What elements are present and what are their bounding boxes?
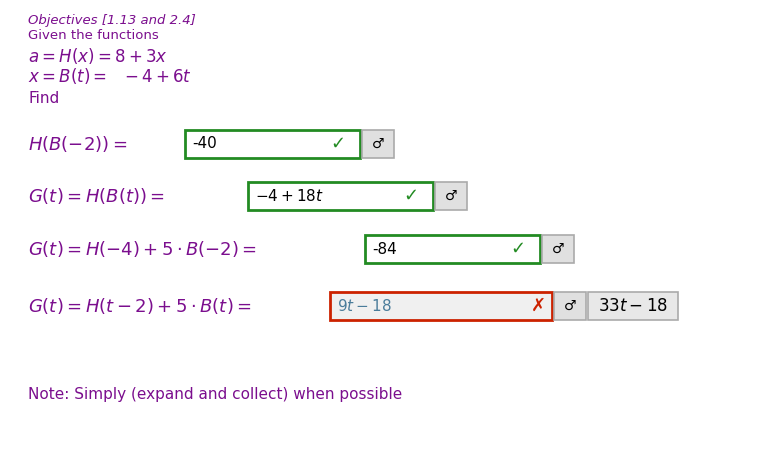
Text: Objectives [1.13 and 2.4]: Objectives [1.13 and 2.4]	[28, 14, 196, 27]
Text: ♂: ♂	[372, 137, 384, 151]
FancyBboxPatch shape	[542, 235, 574, 263]
Text: $x = B(t) =\ \ -4 + 6t$: $x = B(t) =\ \ -4 + 6t$	[28, 66, 192, 86]
FancyBboxPatch shape	[185, 130, 360, 158]
Text: ✓: ✓	[404, 187, 419, 205]
FancyBboxPatch shape	[588, 292, 678, 320]
Text: $G(t) = H(t-2) + 5 \cdot B(t) = $: $G(t) = H(t-2) + 5 \cdot B(t) = $	[28, 296, 251, 316]
Text: Note: Simply (expand and collect) when possible: Note: Simply (expand and collect) when p…	[28, 387, 402, 401]
Text: ♂: ♂	[564, 299, 576, 313]
Text: ✓: ✓	[330, 135, 345, 153]
Text: $33t-18$: $33t-18$	[598, 297, 668, 315]
Text: $9t-18$: $9t-18$	[337, 298, 392, 314]
FancyBboxPatch shape	[362, 130, 394, 158]
FancyBboxPatch shape	[435, 182, 467, 210]
Text: ♂: ♂	[444, 189, 457, 203]
Text: $a = H(x) = 8 + 3x$: $a = H(x) = 8 + 3x$	[28, 46, 168, 66]
Text: Find: Find	[28, 91, 59, 106]
Text: ✗: ✗	[530, 297, 546, 315]
Text: Given the functions: Given the functions	[28, 29, 159, 42]
Text: ✓: ✓	[511, 240, 526, 258]
Text: $G(t) = H(-4) + 5 \cdot B(-2) = $: $G(t) = H(-4) + 5 \cdot B(-2) = $	[28, 239, 257, 259]
FancyBboxPatch shape	[248, 182, 433, 210]
Text: $H(B(-2)) = $: $H(B(-2)) = $	[28, 134, 127, 154]
Text: $G(t) = H(B(t)) = $: $G(t) = H(B(t)) = $	[28, 186, 165, 206]
Text: -84: -84	[372, 242, 397, 256]
FancyBboxPatch shape	[554, 292, 586, 320]
Text: -40: -40	[192, 136, 217, 151]
Text: $-4+18t$: $-4+18t$	[255, 188, 324, 204]
Text: ♂: ♂	[551, 242, 564, 256]
FancyBboxPatch shape	[330, 292, 552, 320]
FancyBboxPatch shape	[365, 235, 540, 263]
